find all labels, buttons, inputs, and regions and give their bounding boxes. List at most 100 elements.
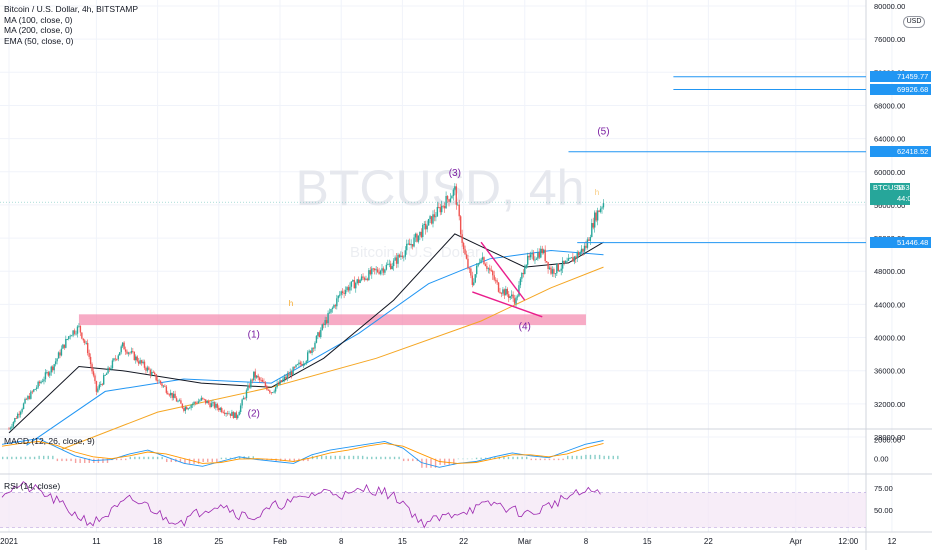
time-tick-label: 18 (153, 537, 162, 546)
candle-body (522, 272, 525, 274)
macd-histogram-bar (106, 458, 109, 463)
macd-histogram-bar (471, 458, 473, 460)
candle-body (327, 313, 329, 324)
macd-histogram-bar (434, 458, 437, 468)
candle-body (254, 371, 256, 378)
candle-body (289, 371, 291, 376)
wave-label-5: (5) (597, 126, 609, 137)
candle-body (404, 250, 407, 257)
candle-body (559, 270, 561, 272)
macd-histogram-bar (357, 455, 359, 460)
candle-body (116, 359, 118, 360)
candle-body (512, 294, 514, 299)
candle-body (374, 268, 376, 271)
candle-body (72, 330, 74, 336)
candle-body (585, 245, 587, 248)
macd-histogram-bar (348, 455, 350, 460)
candle-body (531, 253, 533, 255)
candle-body (277, 383, 280, 385)
macd-histogram-bar (293, 458, 296, 462)
candle-body (49, 372, 51, 376)
candle-body (429, 216, 431, 219)
price-tick-label: 36000.00 (874, 367, 905, 376)
candle-body (528, 255, 530, 258)
candle-body (391, 266, 393, 270)
candle-body (52, 366, 54, 371)
macd-histogram-bar (466, 458, 469, 460)
candle-body (471, 275, 474, 285)
macd-histogram-bar (88, 458, 90, 463)
candle-body (151, 371, 153, 375)
candle-body (442, 205, 444, 207)
candle-body (200, 397, 203, 401)
time-tick-label: Apr (790, 537, 803, 546)
macd-histogram-bar (571, 455, 573, 460)
time-tick-label: 15 (643, 537, 652, 546)
macd-histogram-bar (539, 458, 542, 461)
macd-histogram-bar (494, 456, 496, 460)
candle-body (153, 372, 156, 375)
macd-histogram-bar (557, 458, 560, 461)
candle-body (484, 264, 487, 267)
candle-body (219, 408, 221, 411)
currency-button[interactable]: USD (903, 16, 925, 28)
price-level-tag: 71459.77 (870, 71, 932, 83)
time-tick-label: 22 (704, 537, 713, 546)
macd-tick-label: 2000.00 (874, 436, 901, 445)
candle-body (140, 360, 143, 364)
candle-body (145, 367, 147, 371)
macd-histogram-bar (207, 458, 209, 463)
candle-body (529, 254, 532, 258)
current-price: 56332.89 (897, 183, 929, 192)
candle-body (119, 352, 121, 356)
macd-histogram-bar (65, 458, 68, 462)
candle-body (410, 244, 412, 246)
macd-histogram-bar (366, 456, 368, 460)
candle-body (40, 381, 42, 384)
candle-body (363, 277, 366, 280)
candle-body (497, 282, 500, 292)
macd-histogram-bar (56, 458, 59, 462)
candle-body (82, 338, 85, 341)
macd-histogram-bar (585, 454, 587, 460)
candle-body (255, 375, 258, 378)
candle-body (152, 371, 154, 373)
candle-body (561, 260, 564, 269)
macd-histogram-bar (216, 458, 218, 463)
macd-histogram-bar (298, 458, 300, 462)
macd-histogram-bar (567, 455, 569, 460)
candle-body (210, 403, 213, 408)
candle-body (477, 263, 479, 266)
candle-body (164, 385, 166, 387)
candle-body (304, 363, 306, 365)
candle-body (583, 245, 586, 252)
candle-body (146, 367, 149, 371)
time-tick-label: 8 (339, 537, 344, 546)
candle-body (594, 212, 596, 228)
macd-histogram-bar (512, 456, 514, 460)
candle-body (541, 248, 543, 254)
candle-body (426, 225, 428, 230)
macd-histogram-bar (220, 457, 223, 460)
watermark-description: Bitcoin / U.S. Dollar (350, 244, 480, 261)
drawn-lines[interactable] (0, 76, 866, 318)
candle-body (379, 270, 382, 274)
candle-body (337, 295, 339, 299)
candle-body (296, 364, 299, 366)
candle-body (89, 356, 92, 365)
candle-body (506, 288, 508, 295)
candle-body (336, 298, 338, 307)
candle-body (503, 289, 506, 296)
candle-body (395, 257, 398, 264)
macd-histogram-bar (47, 455, 49, 460)
macd-histogram-bar (612, 455, 614, 460)
candle-body (385, 264, 388, 270)
candle-body (524, 267, 526, 274)
macd-histogram-bar (70, 458, 72, 462)
candle-body (330, 309, 332, 313)
candle-body (340, 291, 342, 295)
candle-body (41, 381, 44, 383)
candle-body (577, 252, 580, 256)
